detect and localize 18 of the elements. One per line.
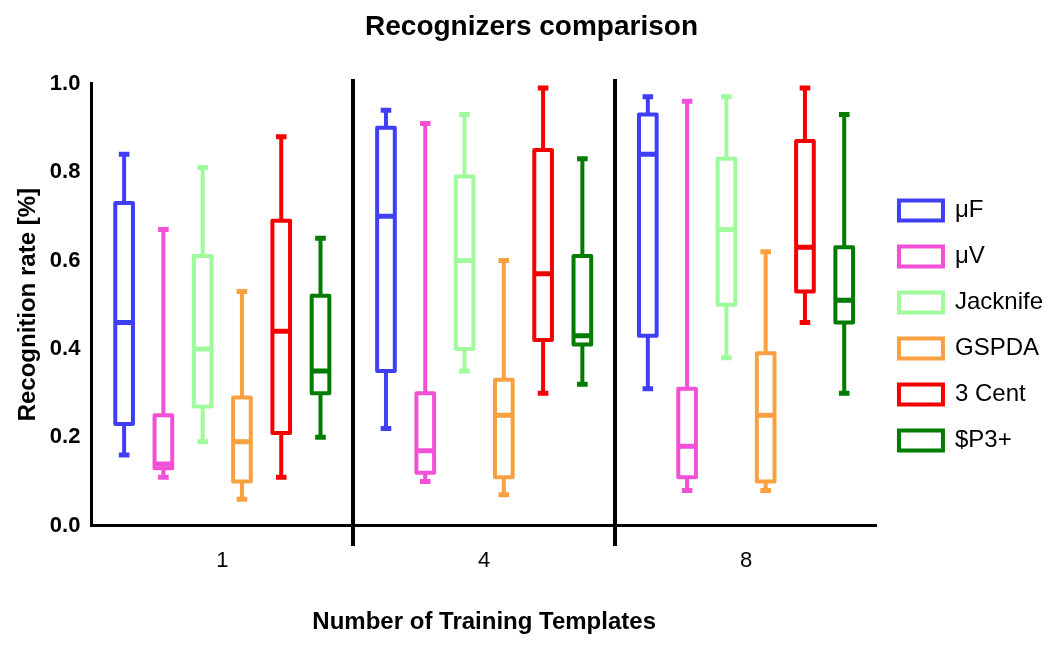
x-tick-label: 1 xyxy=(216,547,229,573)
legend-label: $P3+ xyxy=(954,425,1012,453)
y-tick-label: 1.0 xyxy=(49,69,81,95)
legend-label: GSPDA xyxy=(954,333,1039,361)
legend-label: Jacknife xyxy=(954,287,1043,315)
legend-label: 3 Cent xyxy=(954,379,1026,407)
y-axis-title: Recognition rate [%] xyxy=(13,188,41,422)
x-tick-label: 4 xyxy=(478,547,491,573)
legend-label: μF xyxy=(954,195,984,223)
x-axis-title: Number of Training Templates xyxy=(312,607,656,635)
legend-label: μV xyxy=(954,241,985,269)
y-tick-label: 0.8 xyxy=(49,158,81,184)
y-tick-label: 0.2 xyxy=(49,423,81,449)
x-tick-label: 8 xyxy=(739,547,753,573)
y-tick-label: 0.0 xyxy=(49,511,81,537)
y-tick-label: 0.4 xyxy=(49,334,82,360)
chart-title: Recognizers comparison xyxy=(365,9,698,41)
y-tick-label: 0.6 xyxy=(49,246,81,272)
